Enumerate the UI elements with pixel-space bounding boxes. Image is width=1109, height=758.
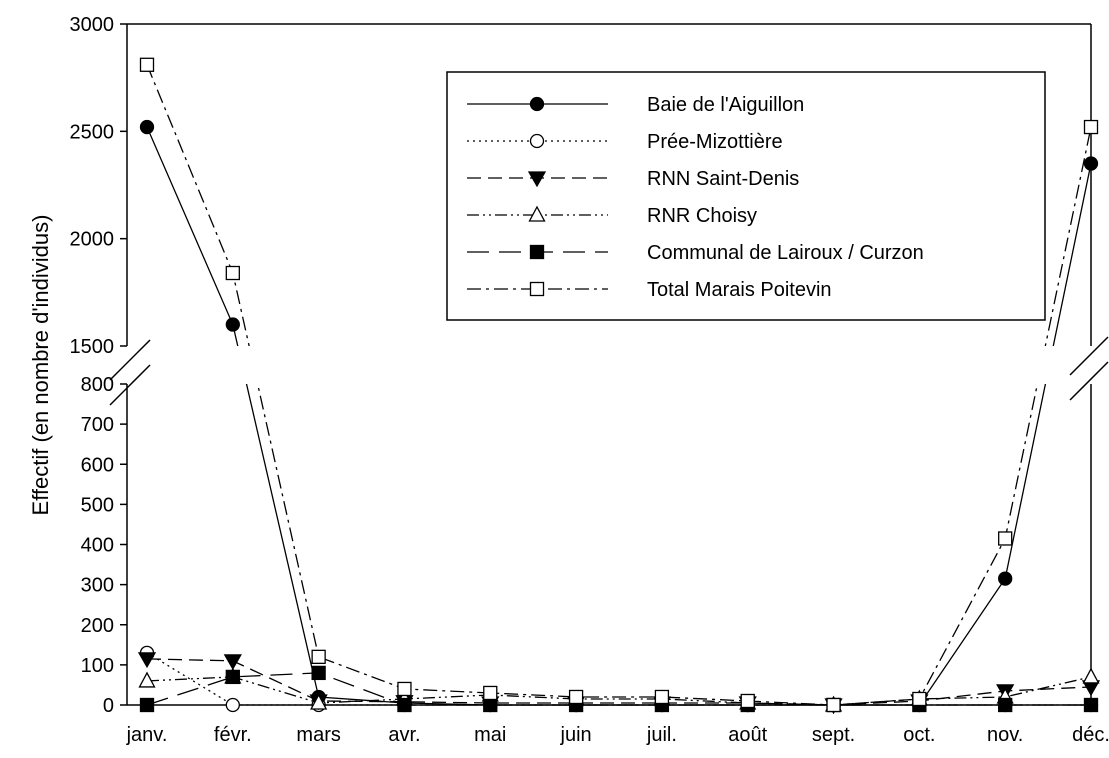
y-tick-label: 3000: [70, 14, 115, 36]
marker-open-square: [998, 531, 1013, 546]
marker-filled-triangle: [527, 171, 547, 188]
x-ticks: janv. févr. mars avr. mai juin juil. août sept. o…: [126, 705, 1109, 746]
marker-open-square: [139, 57, 155, 72]
y-tick-label: 2000: [70, 229, 115, 251]
y-tick-label: 400: [81, 535, 114, 557]
marker-open-square: [483, 685, 498, 701]
marker-filled-square: [311, 665, 326, 681]
marker-filled-circle: [1083, 156, 1099, 171]
marker-open-square: [826, 697, 841, 713]
legend: Baie de l'Aiguillon Prée-Mizottière RNN Sa…: [446, 71, 1046, 321]
marker-open-square: [311, 649, 326, 664]
marker-open-triangle: [310, 693, 328, 710]
legend-label: Baie de l'Aiguillon: [647, 94, 804, 116]
series-line: [146, 676, 1092, 706]
series-line: [146, 672, 1091, 706]
marker-filled-square: [225, 669, 240, 685]
marker-open-square: [654, 689, 670, 705]
marker-open-square: [912, 691, 927, 707]
marker-open-triangle: [1082, 667, 1100, 684]
marker-filled-circle: [998, 571, 1013, 586]
y-tick-label: 1500: [70, 336, 115, 358]
marker-filled-triangle: [137, 652, 157, 669]
marker-filled-circle: [225, 317, 240, 332]
marker-filled-square: [483, 697, 498, 713]
x-tick-label: juin: [560, 724, 592, 746]
y-tick-label: 200: [81, 615, 114, 637]
marker-filled-circle: [139, 119, 155, 135]
series-pr-e-mizotti-re: [139, 645, 1099, 713]
axis-break-mark-right-2: [1069, 361, 1109, 401]
marker-filled-square: [529, 244, 545, 260]
y-tick-label: 800: [81, 374, 114, 396]
marker-open-triangle: [528, 205, 546, 222]
marker-open-square: [740, 693, 755, 709]
y-tick-label: 700: [81, 414, 114, 436]
marker-open-circle: [529, 133, 545, 149]
legend-box: [446, 71, 1046, 321]
marker-open-square: [1083, 119, 1099, 135]
marker-open-circle: [225, 697, 240, 713]
y-tick-label: 300: [81, 575, 114, 597]
x-tick-label: mai: [474, 724, 506, 746]
x-tick-label: août: [728, 724, 767, 746]
x-tick-label: sept.: [812, 724, 855, 746]
y-ticks: 0 100 200 300 400 500 600 700 800 1500 2000 2500 300…: [70, 14, 127, 717]
legend-label: Prée-Mizottière: [647, 131, 783, 153]
legend-label: RNN Saint-Denis: [647, 168, 799, 190]
y-tick-label: 0: [103, 695, 114, 717]
axis-break-mark-left-1: [109, 339, 151, 381]
marker-open-triangle: [138, 671, 156, 688]
y-tick-label: 100: [81, 655, 114, 677]
series-rnn-saint-denis: [137, 652, 1101, 715]
x-tick-label: janv.: [126, 724, 168, 746]
marker-filled-square: [397, 697, 412, 713]
axis-break-mark-right-1: [1069, 336, 1109, 376]
legend-label: Communal de Lairoux / Curzon: [647, 242, 924, 264]
y-tick-label: 500: [81, 494, 114, 516]
x-tick-label: oct.: [903, 724, 935, 746]
x-tick-label: avr.: [388, 724, 420, 746]
legend-label: Total Marais Poitevin: [647, 279, 832, 301]
marker-open-square: [529, 281, 545, 297]
series-line: [146, 64, 1092, 706]
marker-filled-square: [998, 697, 1013, 713]
x-tick-label: mars: [296, 724, 340, 746]
x-tick-label: févr.: [214, 724, 252, 746]
legend-label: RNR Choisy: [647, 205, 757, 227]
y-axis-label: Effectif (en nombre d'individus): [28, 215, 53, 516]
y-tick-label: 2500: [70, 121, 115, 143]
axis-break-mark-left-2: [109, 364, 151, 406]
marker-filled-circle: [529, 96, 545, 112]
legend-items: Baie de l'Aiguillon Prée-Mizottière RNN Sa…: [467, 94, 924, 301]
series-layer: [137, 57, 1101, 715]
marker-filled-triangle: [223, 654, 242, 671]
x-tick-label: nov.: [987, 724, 1023, 746]
y-tick-label: 600: [81, 454, 114, 476]
plot-frame: [109, 23, 1109, 706]
marker-open-square: [568, 689, 584, 705]
x-tick-label: juil.: [646, 724, 677, 746]
series-total-marais-poitevin: [139, 57, 1099, 713]
x-tick-label: déc.: [1072, 724, 1109, 746]
marker-open-square: [225, 265, 240, 281]
marker-open-square: [397, 681, 412, 697]
marker-filled-square: [1083, 697, 1099, 713]
marker-filled-square: [139, 697, 155, 713]
